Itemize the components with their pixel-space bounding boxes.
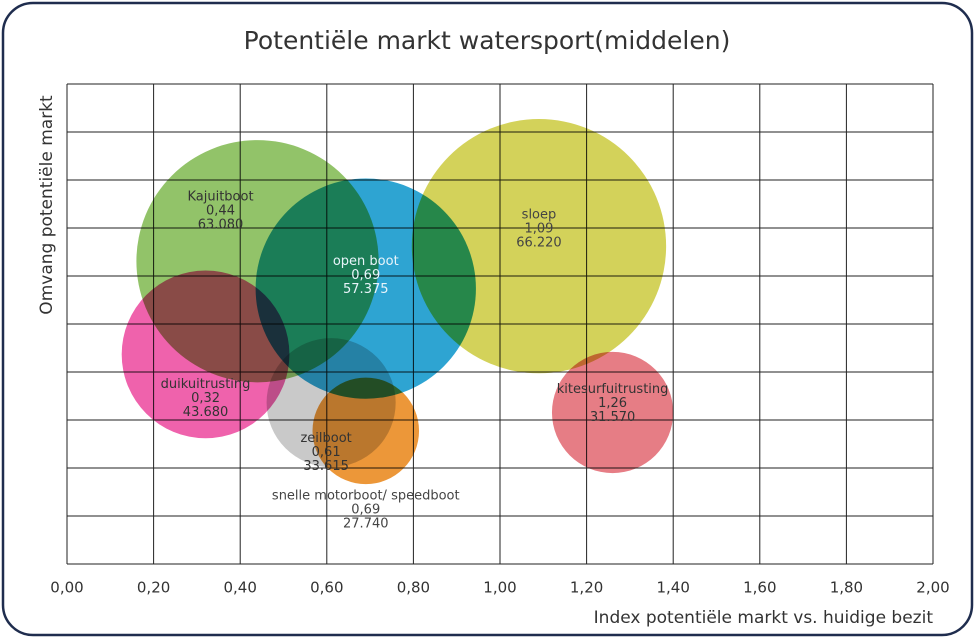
x-tick-label: 1,80 xyxy=(830,579,863,597)
bubble-x-label: 0,69 xyxy=(351,268,380,283)
bubble-name: Kajuitboot xyxy=(187,190,253,205)
bubble-value-label: 63.080 xyxy=(198,218,244,233)
bubble-value-label: 43.680 xyxy=(183,405,229,420)
bubble-x-label: 0,61 xyxy=(312,445,341,460)
bubble-value-label: 66.220 xyxy=(516,236,562,251)
x-tick-label: 0,20 xyxy=(137,579,170,597)
bubble-name: duikuitrusting xyxy=(161,377,251,392)
x-tick-label: 1,00 xyxy=(483,579,516,597)
x-tick-label: 0,80 xyxy=(397,579,430,597)
chart-title: Potentiële markt watersport(middelen) xyxy=(244,26,731,55)
bubble xyxy=(411,119,667,374)
x-tick-label: 0,00 xyxy=(50,579,83,597)
bubble xyxy=(312,377,420,485)
bubbles xyxy=(121,119,674,485)
x-tick-label: 2,00 xyxy=(916,579,949,597)
x-tick-label: 1,20 xyxy=(570,579,603,597)
bubble-name: sloep xyxy=(522,208,557,223)
bubble-x-label: 0,69 xyxy=(351,502,380,517)
x-tick-label: 1,40 xyxy=(656,579,689,597)
bubble-name: snelle motorboot/ speedboot xyxy=(272,488,460,503)
bubble-value-label: 33.615 xyxy=(303,459,349,474)
bubble-value-label: 27.740 xyxy=(343,516,389,531)
x-tick-label: 1,60 xyxy=(743,579,776,597)
bubble xyxy=(551,351,674,474)
bubble-value-label: 57.375 xyxy=(343,282,389,297)
bubble-value-label: 31.570 xyxy=(590,410,636,425)
bubble-x-label: 1,26 xyxy=(598,396,627,411)
bubble-x-label: 0,32 xyxy=(191,391,220,406)
bubble-name: kitesurfuitrusting xyxy=(557,382,669,397)
bubble xyxy=(121,270,290,439)
bubble-x-label: 0,44 xyxy=(206,204,235,219)
x-tick-label: 0,40 xyxy=(223,579,256,597)
bubble-name: zeilboot xyxy=(300,431,351,446)
x-axis-label: Index potentiële markt vs. huidige bezit xyxy=(594,608,934,628)
x-tick-label: 0,60 xyxy=(310,579,343,597)
y-axis-label: Omvang potentiële markt xyxy=(37,95,57,315)
bubble-x-label: 1,09 xyxy=(524,222,553,237)
bubble-name: open boot xyxy=(333,254,399,269)
